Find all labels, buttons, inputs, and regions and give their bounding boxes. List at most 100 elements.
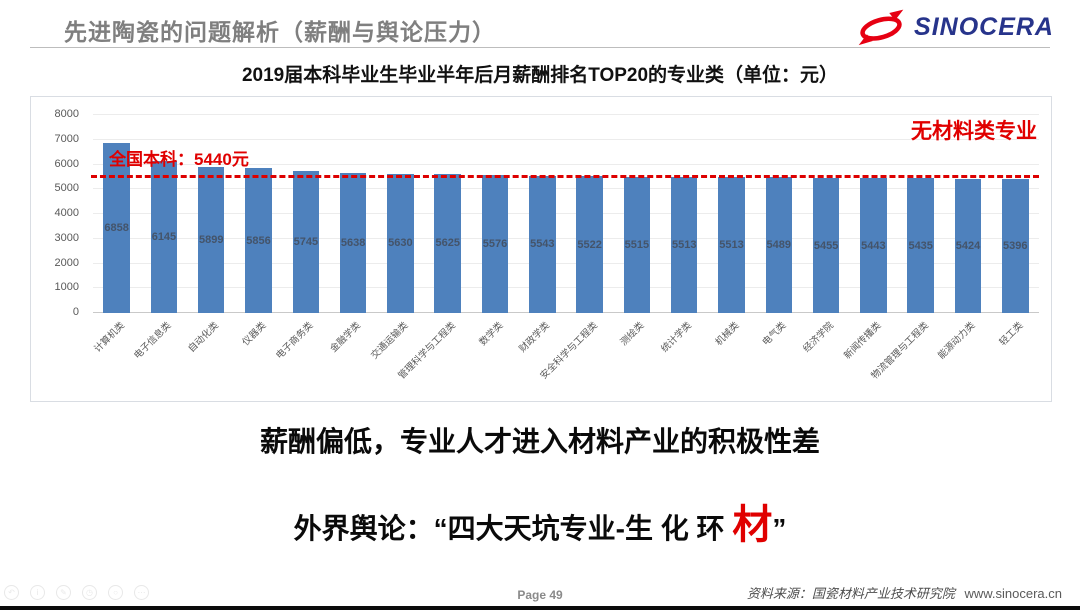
y-tick-label: 7000 [54, 132, 79, 145]
y-tick-label: 2000 [54, 256, 79, 269]
bar-仪器类: 5856 [245, 168, 272, 313]
gridline [93, 213, 1039, 214]
bar-value-label: 5745 [293, 235, 319, 248]
sinocera-logo: SINOCERA [856, 8, 1054, 46]
y-tick-label: 6000 [54, 157, 79, 170]
salary-bar-chart: 0 1000 2000 3000 4000 5000 6000 7000 8000 6858 61… [30, 96, 1052, 402]
statement-salary: 薪酬偏低，专业人才进入材料产业的积极性差 [259, 426, 820, 457]
viewer-toolbar: ↶ i ✎ ◷ ○ ⋯ [4, 585, 149, 600]
x-label-cell: 金融学类 [328, 313, 376, 399]
x-label-cell: 物流管理与工程类 [869, 313, 944, 399]
bar-value-label: 5638 [340, 237, 366, 250]
source-website: www.sinocera.cn [964, 586, 1062, 601]
bar-cell: 6858 [93, 115, 140, 313]
y-axis-ticks: 0 1000 2000 3000 4000 5000 6000 7000 8000 [39, 108, 85, 318]
bar-value-label: 5515 [624, 238, 650, 251]
bar-能源动力类: 5424 [954, 178, 982, 313]
bar-cell: 5396 [992, 115, 1039, 313]
bar-value-label: 5455 [813, 239, 839, 252]
bar-value-label: 5630 [388, 237, 413, 250]
bar-value-label: 5543 [530, 238, 555, 251]
bar-统计学类: 5513 [670, 176, 698, 313]
search-icon[interactable]: ○ [108, 585, 123, 600]
bar-cell: 5625 [424, 115, 471, 313]
x-label-cell: 数学类 [471, 313, 518, 399]
bar-cell: 5515 [613, 115, 660, 313]
bar-cell: 5435 [897, 115, 944, 313]
bar-value-label: 5424 [955, 239, 981, 252]
y-tick-label: 0 [72, 306, 79, 318]
bar-安全科学与工程类: 5522 [576, 176, 603, 313]
x-label-cell: 自动化类 [186, 313, 235, 399]
bar-value-label: 5396 [1003, 240, 1028, 253]
x-tick-label: 计算机类 [91, 320, 127, 355]
more-icon[interactable]: ⋯ [134, 585, 149, 600]
bar-数学类: 5576 [481, 175, 509, 313]
back-icon[interactable]: ↶ [4, 585, 19, 600]
gridline [93, 114, 1039, 115]
page-title: 先进陶瓷的问题解析（薪酬与舆论压力） [64, 19, 496, 45]
x-tick-label: 自动化类 [186, 320, 222, 355]
x-axis-labels: 计算机类 电子信息类 自动化类 仪器类 电子商务类 金融学类 交通运输类 管理科学与工程类 数学… [91, 313, 1039, 399]
bar-电子商务类: 5745 [292, 170, 320, 313]
sinocera-logo-text: SINOCERA [914, 12, 1054, 41]
bar-机械类: 5513 [718, 176, 745, 313]
gridline [93, 287, 1039, 289]
bar-cell: 5489 [755, 115, 802, 313]
chart-title: 2019届本科毕业生毕业半年后月薪酬排名TOP20的专业类（单位：元） [241, 65, 839, 86]
bottom-strip [0, 606, 1080, 610]
bar-cell: 5576 [471, 115, 518, 313]
x-label-cell: 电子商务类 [274, 313, 329, 399]
gridline [93, 163, 1039, 165]
x-label-cell: 机械类 [708, 313, 755, 399]
x-tick-label: 测绘类 [618, 320, 647, 349]
y-tick-label: 4000 [54, 207, 79, 219]
bar-value-label: 5856 [246, 234, 271, 247]
bar-自动化类: 5899 [198, 167, 225, 313]
bar-value-label: 5625 [435, 237, 460, 250]
header-divider [30, 47, 1050, 48]
x-tick-label: 数学类 [476, 320, 505, 349]
x-label-cell: 仪器类 [235, 313, 282, 399]
x-label-cell: 轻工类 [992, 313, 1039, 399]
x-tick-label: 轻工类 [997, 320, 1026, 349]
x-label-cell: 管理科学与工程类 [396, 313, 471, 399]
x-tick-label: 电气类 [760, 320, 789, 349]
bar-财政学类: 5543 [529, 175, 556, 313]
bar-测绘类: 5515 [623, 176, 651, 313]
y-tick-label: 3000 [54, 231, 79, 244]
bar-value-label: 5576 [482, 238, 508, 250]
bar-cell: 5745 [282, 115, 329, 313]
bar-cell: 5543 [519, 115, 566, 313]
x-tick-label: 金融学类 [328, 320, 364, 355]
x-label-cell: 经济学院 [801, 313, 849, 399]
bar-管理科学与工程类: 5625 [434, 173, 461, 313]
bar-cell: 5856 [235, 115, 282, 313]
bar-新闻传播类: 5443 [860, 178, 887, 313]
bar-交通运输类: 5630 [387, 173, 414, 313]
statement-opinion-suffix: ” [772, 513, 787, 544]
gridline [93, 138, 1039, 140]
gridline [93, 312, 1039, 313]
clock-icon[interactable]: ◷ [82, 585, 97, 600]
gridline [93, 188, 1039, 190]
info-icon[interactable]: i [30, 585, 45, 600]
bars: 6858 6145 5899 5856 5745 5638 5630 5625 5576 5543… [93, 115, 1039, 313]
x-label-cell: 测绘类 [613, 313, 660, 399]
bar-cell: 5522 [566, 115, 613, 313]
bar-金融学类: 5638 [339, 173, 367, 313]
bar-cell: 5455 [802, 115, 849, 313]
y-tick-label: 8000 [54, 108, 79, 120]
pen-icon[interactable]: ✎ [56, 585, 71, 600]
bar-cell: 5513 [661, 115, 708, 313]
x-label-cell: 安全科学与工程类 [538, 313, 613, 399]
x-tick-label: 机械类 [713, 320, 742, 349]
x-tick-label: 财政学类 [517, 320, 553, 355]
bar-cell: 5638 [329, 115, 376, 313]
bar-value-label: 5513 [671, 238, 697, 251]
x-label-cell: 能源动力类 [937, 313, 991, 399]
no-material-annotation: 无材料类专业 [911, 120, 1037, 143]
bar-计算机类: 6858 [103, 143, 130, 313]
bar-cell: 6145 [140, 115, 187, 313]
